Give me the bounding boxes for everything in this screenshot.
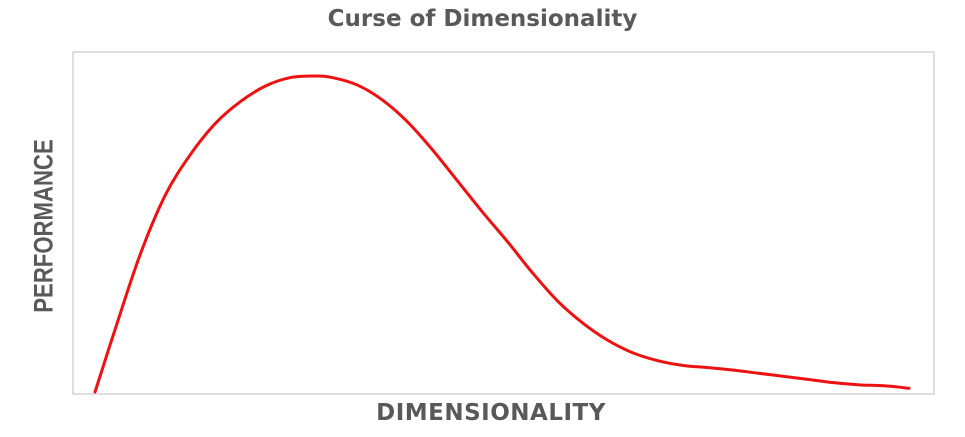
series-line-performance [93,74,911,394]
x-axis-label: DIMENSIONALITY [376,400,606,426]
series-layer [93,74,911,394]
plot-frame [72,51,935,395]
chart-title: Curse of Dimensionality [327,6,638,32]
y-axis-label: PERFORMANCE [28,139,59,313]
